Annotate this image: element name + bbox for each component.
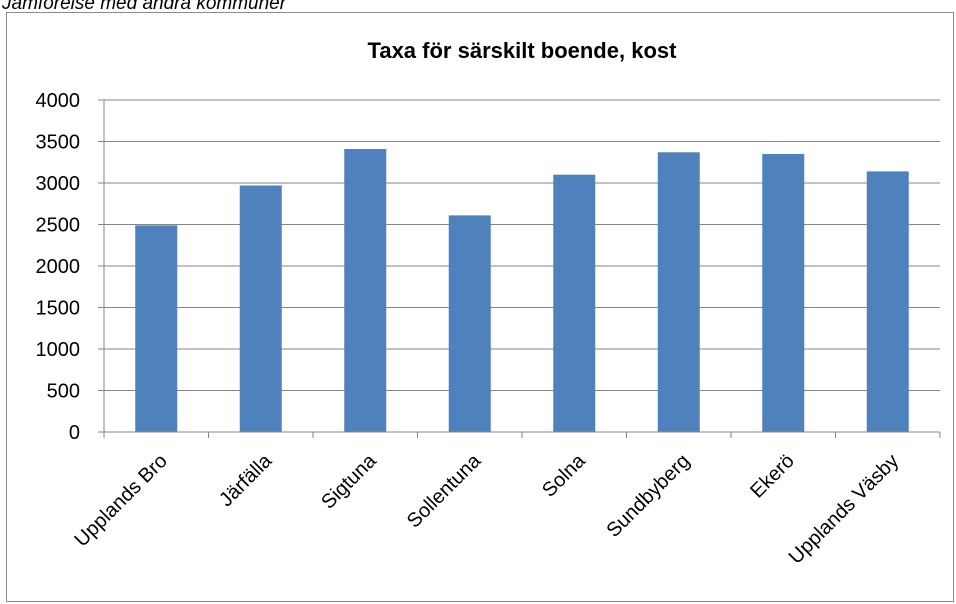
x-tick-label: Upplands Väsby	[785, 450, 904, 569]
y-tick-labels: 0 500 1000 1500 2000 2500 3000 3500 4000	[36, 90, 81, 444]
x-tick-label: Sigtuna	[317, 449, 381, 513]
bar	[762, 153, 805, 432]
x-tick-label: Järfälla	[215, 449, 277, 511]
bars	[135, 148, 909, 433]
bar	[448, 215, 491, 432]
bar	[239, 185, 282, 432]
axes	[103, 100, 941, 438]
x-tick-label: Upplands Bro	[71, 450, 172, 551]
bar	[553, 174, 596, 432]
bar	[657, 152, 700, 433]
y-tick-label: 0	[69, 422, 80, 444]
y-tick-label: 1000	[36, 339, 81, 361]
x-tick-label: Sundbyberg	[602, 450, 694, 542]
y-tick-label: 4000	[36, 90, 81, 112]
x-tick-labels: Upplands Bro Järfälla Sigtuna Sollentuna Sol…	[71, 449, 904, 568]
y-tick-label: 500	[47, 381, 80, 403]
x-tick-label: Sollentuna	[403, 449, 486, 532]
bar	[344, 148, 387, 432]
y-tick-label: 3000	[36, 173, 81, 195]
bar	[135, 225, 178, 432]
x-tick-label: Ekerö	[746, 450, 799, 503]
y-tick-label: 2000	[36, 256, 81, 278]
y-tick-label: 3500	[36, 132, 81, 154]
y-tick-label: 1500	[36, 298, 81, 320]
bar	[866, 171, 909, 432]
page-caption: Jämförelse med andra kommuner	[2, 0, 287, 14]
y-tick-label: 2500	[36, 215, 81, 237]
gridlines	[98, 99, 940, 433]
chart-title: Taxa för särskilt boende, kost	[368, 38, 678, 63]
x-tick-label: Solna	[538, 449, 590, 501]
